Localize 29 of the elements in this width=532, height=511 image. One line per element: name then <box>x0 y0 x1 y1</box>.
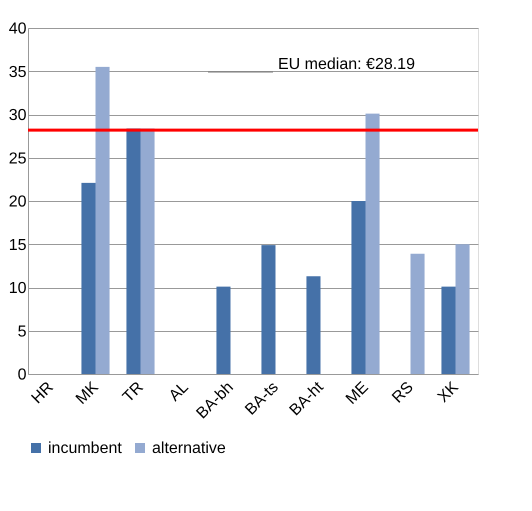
bar <box>366 114 380 374</box>
bar <box>351 201 366 374</box>
y-tick-label: 25 <box>8 150 27 168</box>
y-tick-label: 35 <box>8 64 27 81</box>
x-tick-label: MK <box>72 378 102 408</box>
legend-label: incumbent <box>48 440 122 457</box>
x-tick-label: HR <box>28 378 57 408</box>
bar <box>216 286 230 374</box>
bar <box>261 245 276 374</box>
bar <box>81 182 96 374</box>
bar <box>96 66 110 374</box>
x-tick-label: TR <box>120 378 147 406</box>
bar <box>306 276 320 374</box>
legend-label: alternative <box>152 440 226 457</box>
bar <box>456 244 470 374</box>
annotation: EU median: €28.19 <box>278 56 416 73</box>
y-tick-label: 10 <box>8 280 27 297</box>
bar <box>410 254 425 374</box>
x-tick-label: AL <box>166 378 192 405</box>
y-tick-label: 15 <box>8 236 27 254</box>
x-tick-label: XK <box>434 378 462 406</box>
y-tick-label: 20 <box>8 194 27 210</box>
x-tick-label: RS <box>389 378 417 407</box>
bar <box>441 286 456 374</box>
y-tick-label: 40 <box>8 20 27 38</box>
y-tick-label: 5 <box>18 323 27 340</box>
x-tick-label: ME <box>342 378 372 408</box>
y-tick-label: 30 <box>8 107 27 124</box>
y-tick-label: 0 <box>18 366 27 384</box>
